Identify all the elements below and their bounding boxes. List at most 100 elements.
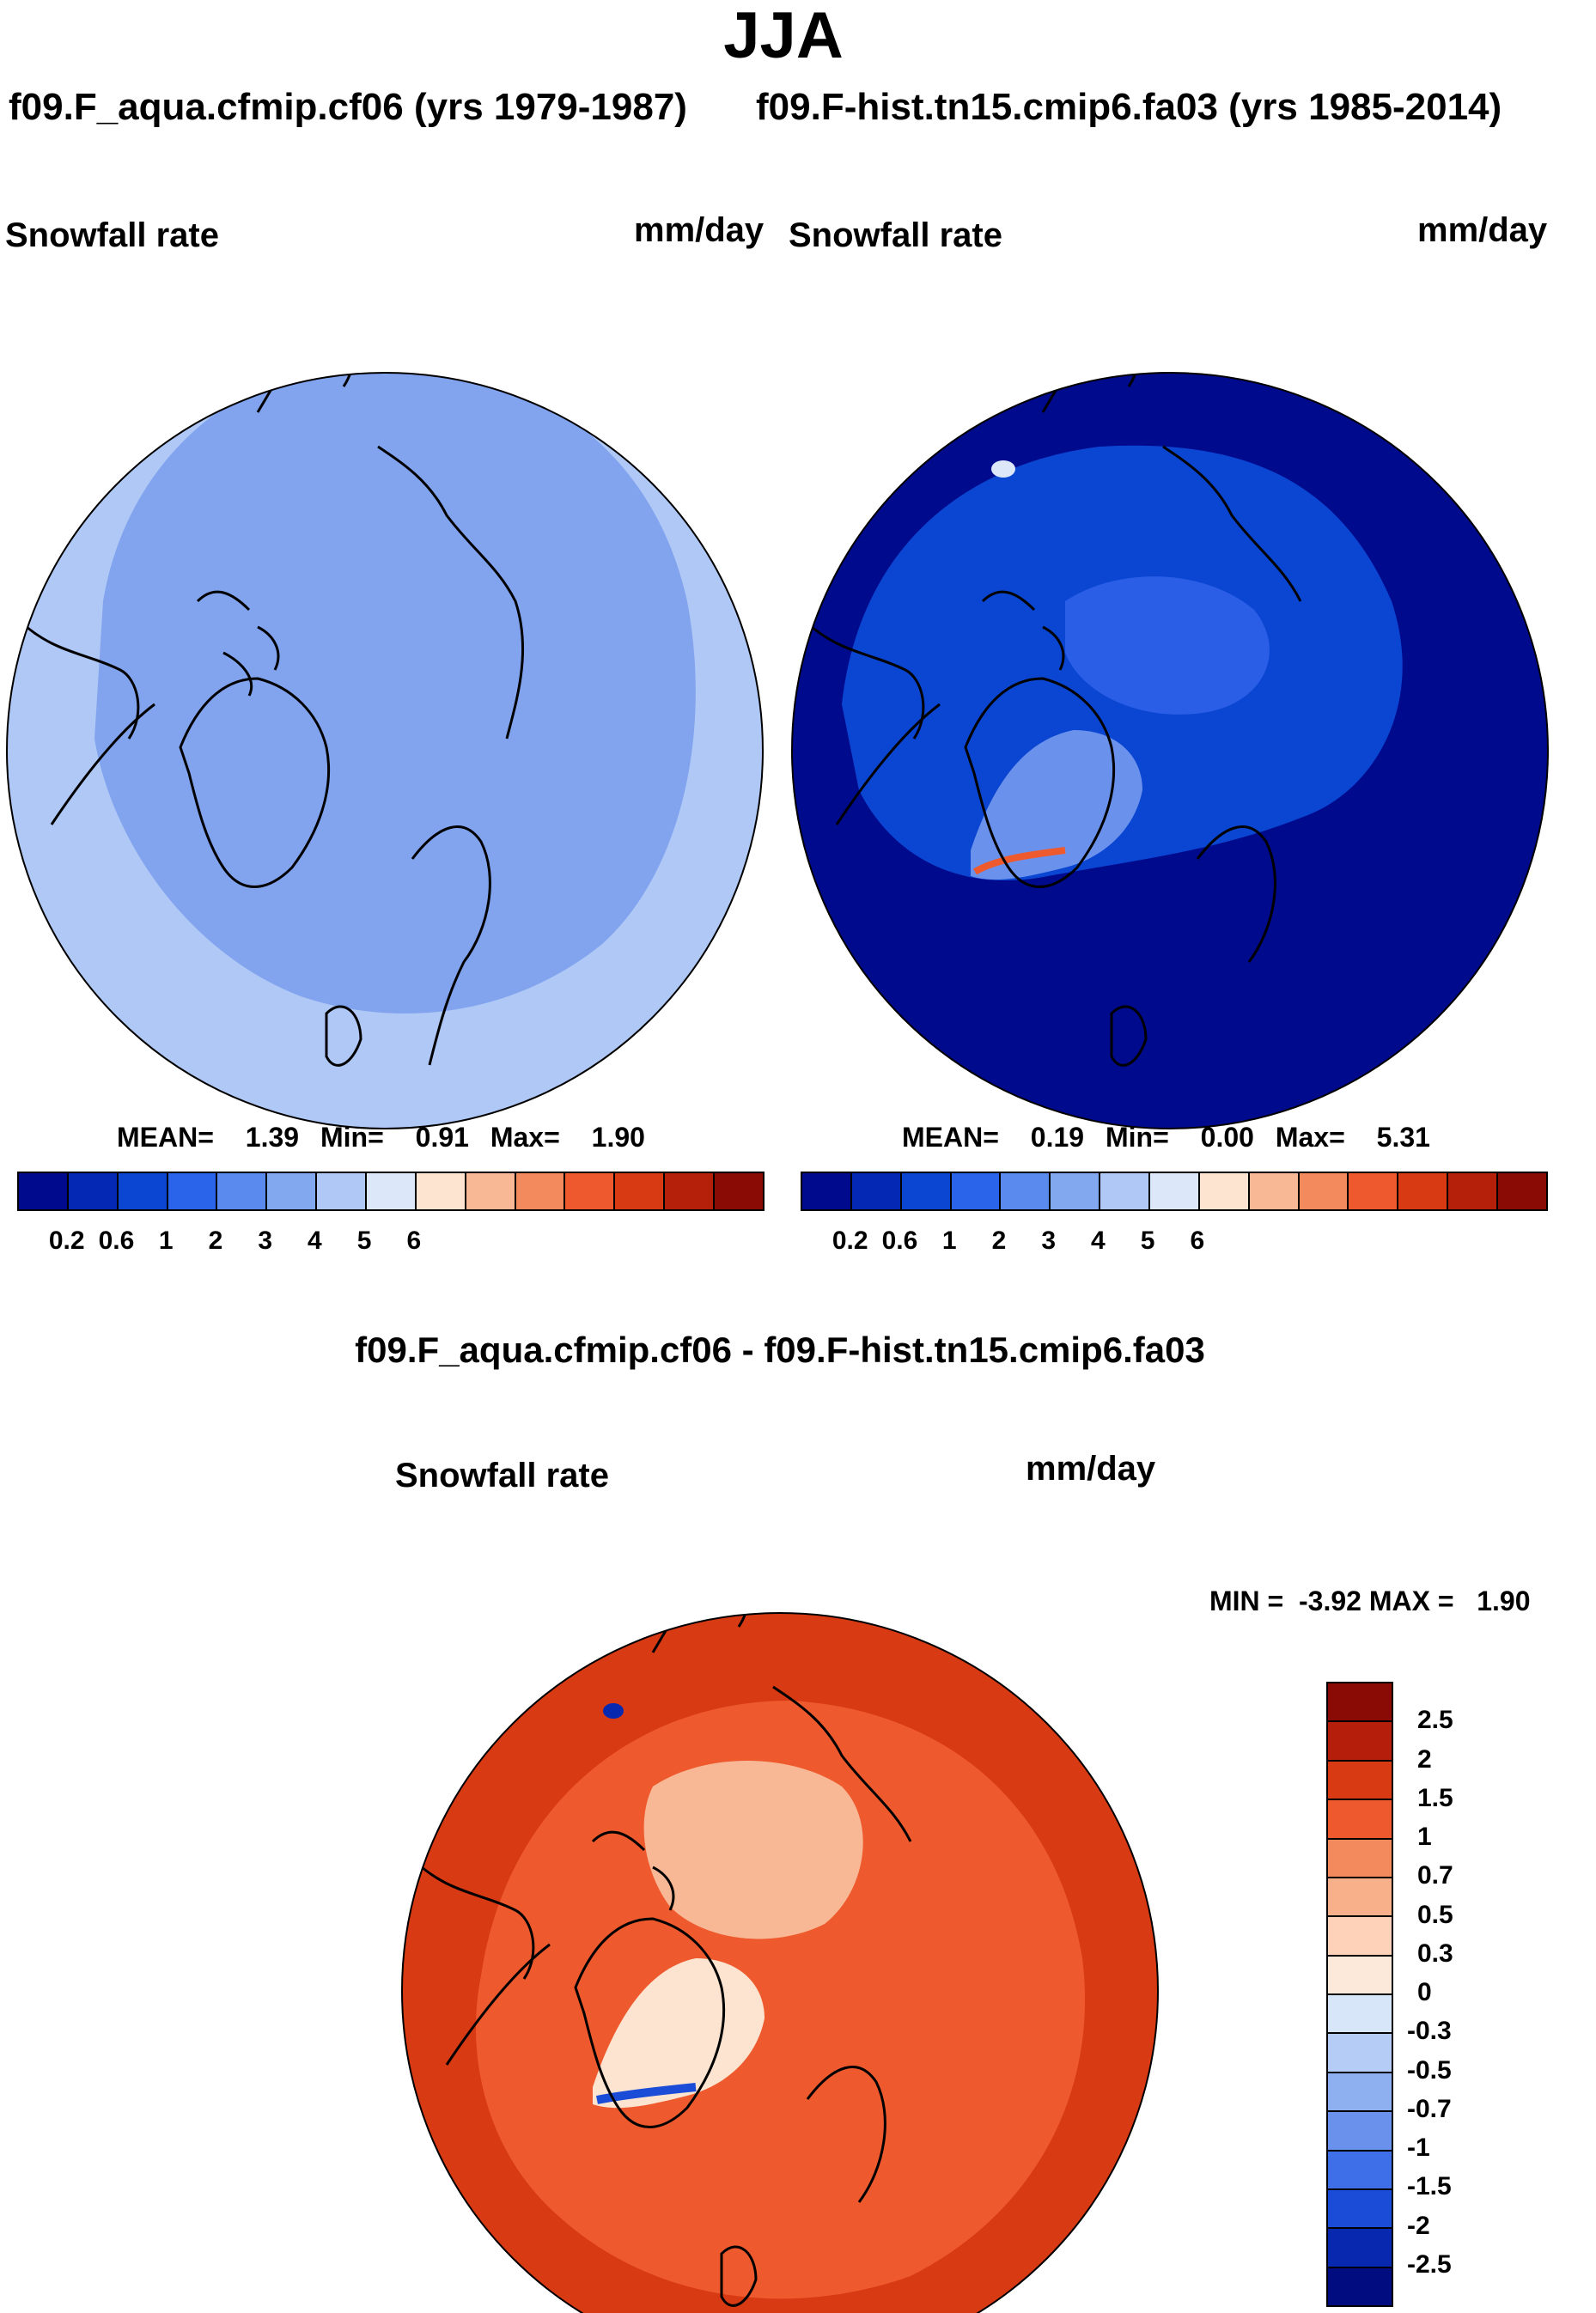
colorbar-swatch — [1328, 1761, 1392, 1801]
colorbar-swatch — [367, 1173, 417, 1209]
colorbar-swatch — [1328, 2112, 1392, 2152]
diff-field-min-strip — [596, 2083, 697, 2104]
colorbar-swatch — [1498, 1173, 1546, 1209]
colorbar-tick-label: -2.5 — [1407, 2249, 1452, 2279]
colorbar-tick-label: 2 — [1417, 1744, 1432, 1774]
colorbar-swatch — [1249, 1173, 1300, 1209]
right-field-max-strip — [972, 847, 1066, 875]
colorbar-tick-label: 4 — [1091, 1226, 1106, 1255]
diff-greenland-coast — [574, 1917, 726, 2128]
colorbar-tick-label: -1.5 — [1407, 2172, 1452, 2201]
right-field-spot — [991, 460, 1015, 478]
left-britain-coast — [325, 1005, 362, 1067]
colorbar-swatch — [68, 1173, 119, 1209]
right-colorbar — [801, 1172, 1548, 1211]
right-colorbar-ticks: 0.2 0.6 1 2 3 4 5 6 — [801, 1226, 1544, 1261]
diff-north-america-coast — [411, 1857, 551, 2066]
diff-field-mid — [476, 1701, 1086, 2299]
colorbar-swatch — [1398, 1173, 1449, 1209]
right-mean-value: 0.19 — [1030, 1122, 1085, 1153]
left-units-label: mm/day — [634, 211, 764, 249]
right-min-label: Min= — [1105, 1122, 1169, 1153]
colorbar-tick-label: 5 — [1140, 1226, 1155, 1255]
colorbar-tick-label: 0.2 — [832, 1226, 868, 1255]
diff-map-border — [401, 1612, 1159, 2313]
left-scandinavia-coast — [411, 825, 491, 1066]
right-map-field — [792, 373, 1548, 1129]
colorbar-swatch — [1328, 2267, 1392, 2305]
colorbar-tick-label: 0.5 — [1417, 1900, 1453, 1929]
left-map-field — [7, 373, 763, 1129]
colorbar-tick-label: 3 — [1041, 1226, 1056, 1255]
colorbar-tick-label: 1 — [941, 1226, 957, 1255]
left-north-america-coast — [15, 617, 155, 825]
right-stats: MEAN= 0.19 Min= 0.00 Max= 5.31 — [902, 1122, 1430, 1153]
diff-minmax: MIN = -3.92 MAX = 1.90 — [1209, 1586, 1531, 1616]
right-field-greenland — [971, 730, 1142, 880]
colorbar-swatch — [1001, 1173, 1051, 1209]
colorbar-swatch — [802, 1173, 852, 1209]
page-title: JJA — [723, 0, 844, 72]
diff-variable-label: Snowfall rate — [395, 1457, 609, 1494]
right-britain-coast — [1110, 1005, 1148, 1067]
colorbar-tick-label: -1 — [1407, 2133, 1430, 2162]
colorbar-swatch — [1448, 1173, 1499, 1209]
colorbar-swatch — [1328, 1683, 1392, 1723]
colorbar-tick-label: 6 — [1190, 1226, 1205, 1255]
left-map-border — [6, 372, 764, 1129]
colorbar-swatch — [1328, 1722, 1392, 1762]
left-colorbar-ticks: 0.2 0.6 1 2 3 4 5 6 — [17, 1226, 761, 1261]
colorbar-tick-label: 1.5 — [1417, 1783, 1453, 1812]
colorbar-swatch — [715, 1173, 763, 1209]
diff-field-spot — [603, 1703, 624, 1719]
colorbar-swatch — [1328, 1839, 1392, 1878]
right-panel-title: f09.F-hist.tn15.cmip6.fa03 (yrs 1985-201… — [756, 86, 1502, 128]
colorbar-tick-label: 1 — [1417, 1823, 1432, 1851]
diff-panel-title: f09.F_aqua.cfmip.cf06 - f09.F-hist.tn15.… — [355, 1330, 1205, 1370]
colorbar-tick-label: 2 — [991, 1226, 1007, 1255]
diff-archipelago-coast — [591, 1830, 675, 1911]
colorbar-tick-label: -0.7 — [1407, 2094, 1452, 2123]
right-field-interior — [1065, 576, 1270, 715]
left-mean-label: MEAN= — [117, 1122, 214, 1153]
colorbar-swatch — [19, 1173, 69, 1209]
right-greenland-coast — [964, 677, 1116, 888]
colorbar-tick-label: 3 — [258, 1226, 272, 1255]
colorbar-swatch — [515, 1173, 566, 1209]
left-mean-value: 1.39 — [245, 1122, 300, 1153]
colorbar-swatch — [1328, 1878, 1392, 1918]
diff-colorbar-ticks: 2.5 2 1.5 1 0.7 0.5 0.3 0 -0.3 -0.5 -0.7 -1 -1.5 -2 -2… — [1407, 1682, 1495, 2304]
diff-field-interior — [643, 1761, 863, 1939]
right-variable-label: Snowfall rate — [789, 216, 1002, 254]
colorbar-swatch — [1328, 2229, 1392, 2268]
colorbar-tick-label: 2 — [208, 1226, 223, 1255]
left-colorbar — [17, 1172, 764, 1211]
colorbar-swatch — [1328, 1800, 1392, 1840]
colorbar-swatch — [1199, 1173, 1250, 1209]
right-archipelago-coast — [981, 590, 1065, 671]
colorbar-swatch — [665, 1173, 716, 1209]
diff-map-field — [402, 1613, 1158, 2313]
diff-units-label: mm/day — [1026, 1450, 1156, 1488]
colorbar-tick-label: 0.6 — [881, 1226, 918, 1255]
right-map-border — [791, 372, 1549, 1129]
colorbar-tick-label: 0.6 — [98, 1226, 135, 1255]
colorbar-swatch — [1150, 1173, 1200, 1209]
colorbar-swatch — [851, 1173, 902, 1209]
right-scandinavia-coast — [1196, 825, 1276, 963]
colorbar-swatch — [1328, 2073, 1392, 2113]
colorbar-swatch — [317, 1173, 368, 1209]
left-greenland-coast — [179, 677, 331, 888]
diff-colorbar — [1326, 1682, 1393, 2307]
colorbar-swatch — [565, 1173, 616, 1209]
colorbar-tick-label: -0.5 — [1407, 2055, 1452, 2085]
colorbar-swatch — [1349, 1173, 1399, 1209]
colorbar-swatch — [1328, 1956, 1392, 1995]
left-variable-label: Snowfall rate — [5, 216, 219, 254]
colorbar-swatch — [416, 1173, 466, 1209]
right-units-label: mm/day — [1417, 211, 1548, 249]
diff-scandinavia-coast — [806, 2066, 886, 2203]
colorbar-swatch — [901, 1173, 952, 1209]
left-field-interior — [94, 373, 696, 1013]
